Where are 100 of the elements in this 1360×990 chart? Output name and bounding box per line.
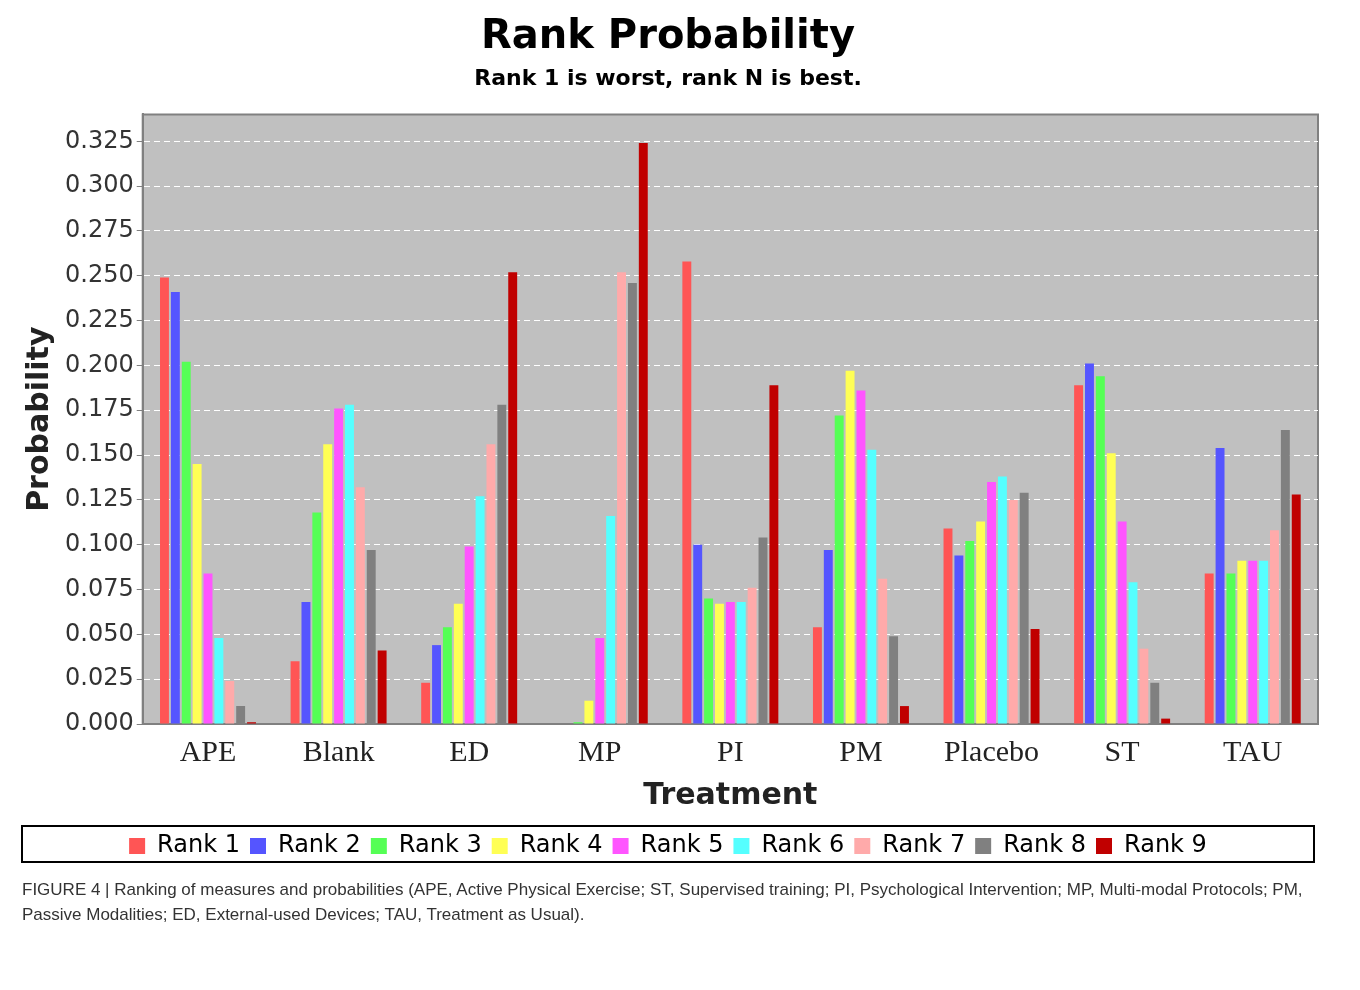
bar bbox=[965, 541, 975, 724]
x-tick-label: MP bbox=[578, 733, 622, 767]
bar bbox=[769, 385, 779, 724]
legend-label: Rank 1 bbox=[157, 830, 240, 859]
legend-label: Rank 9 bbox=[1124, 830, 1207, 859]
legend-label: Rank 3 bbox=[398, 830, 482, 859]
bar bbox=[1226, 573, 1236, 724]
bar bbox=[1030, 628, 1040, 724]
bar bbox=[1204, 573, 1214, 724]
y-tick-label: 0.050 bbox=[64, 618, 134, 647]
x-tick-label: ST bbox=[1104, 733, 1140, 767]
bar bbox=[1117, 521, 1127, 724]
bar bbox=[1128, 582, 1138, 724]
caption: FIGURE 4 | Ranking of measures and probabilities (APE, Active Physical Exercise; ST, Supervised training; PI, Psychological Intervention; MP, Multi-modal Protocols; PM, Passive Modalities; ED, External-used Devices; TAU, Treatment as Usual). bbox=[21, 879, 1304, 926]
legend-label: Rank 7 bbox=[882, 830, 966, 859]
x-tick-label: APE bbox=[179, 733, 237, 767]
bar bbox=[606, 516, 616, 724]
x-tick-label: TAU bbox=[1223, 733, 1283, 767]
y-tick-label: 0.250 bbox=[64, 260, 134, 288]
bar bbox=[682, 261, 692, 724]
bar bbox=[834, 415, 844, 724]
bar bbox=[725, 602, 735, 724]
y-tick-label: 0.125 bbox=[64, 484, 134, 513]
bar bbox=[508, 272, 518, 724]
bar bbox=[943, 528, 953, 724]
y-tick-label: 0.225 bbox=[64, 304, 134, 333]
bar bbox=[355, 487, 365, 724]
y-tick-label: 0.100 bbox=[64, 528, 134, 557]
bar bbox=[867, 449, 877, 724]
bar bbox=[638, 143, 648, 724]
bar bbox=[192, 464, 202, 724]
x-tick-label: PI bbox=[717, 733, 744, 767]
bar bbox=[1074, 385, 1084, 724]
bar bbox=[170, 291, 180, 724]
legend-label: Rank 8 bbox=[1003, 830, 1087, 859]
y-tick-label: 0.300 bbox=[64, 170, 134, 199]
legend-label: Rank 2 bbox=[277, 830, 361, 859]
bar bbox=[1215, 447, 1225, 724]
bar bbox=[301, 602, 311, 724]
bar bbox=[856, 390, 866, 724]
bar bbox=[1291, 494, 1301, 724]
bar bbox=[214, 637, 224, 724]
legend-label: Rank 5 bbox=[640, 830, 724, 859]
bar bbox=[823, 550, 833, 724]
x-tick-label: ED bbox=[449, 733, 490, 767]
bar bbox=[160, 277, 169, 724]
bar bbox=[736, 602, 746, 724]
y-tick-label: 0.200 bbox=[64, 349, 134, 378]
chart-subtitle: Rank 1 is worst, rank N is best. bbox=[474, 64, 862, 90]
bar bbox=[584, 700, 594, 724]
y-tick-label: 0.275 bbox=[64, 215, 134, 244]
y-tick-label: 0.025 bbox=[64, 663, 134, 692]
bar bbox=[747, 587, 757, 724]
chart-title: Rank Probability bbox=[481, 11, 855, 58]
bar bbox=[323, 444, 333, 724]
bar bbox=[954, 555, 964, 724]
x-tick-label: Placebo bbox=[944, 733, 1040, 767]
bar bbox=[453, 603, 463, 724]
bar bbox=[1270, 530, 1279, 724]
bar bbox=[312, 512, 322, 724]
bar bbox=[1008, 499, 1018, 724]
bar bbox=[181, 361, 191, 724]
bar bbox=[334, 408, 344, 724]
y-tick-label: 0.000 bbox=[64, 708, 134, 737]
y-tick-label: 0.175 bbox=[64, 394, 134, 423]
legend-label: Rank 4 bbox=[519, 830, 603, 859]
bar bbox=[878, 578, 888, 724]
bar bbox=[345, 404, 354, 724]
legend-label: Rank 6 bbox=[761, 830, 845, 859]
bar bbox=[987, 481, 996, 724]
bar bbox=[1248, 560, 1258, 724]
bar bbox=[997, 476, 1007, 724]
bar bbox=[486, 444, 496, 724]
y-tick-label: 0.325 bbox=[64, 125, 134, 154]
bar bbox=[812, 627, 822, 724]
bar bbox=[845, 370, 855, 724]
bar bbox=[377, 650, 387, 724]
bar bbox=[432, 645, 441, 724]
bar bbox=[704, 598, 714, 724]
bar bbox=[693, 544, 703, 724]
bar bbox=[595, 637, 605, 724]
bar bbox=[1085, 363, 1094, 724]
y-axis-title: Probability bbox=[19, 326, 55, 512]
x-tick-label: PM bbox=[839, 733, 883, 767]
bar bbox=[1259, 560, 1269, 724]
bar bbox=[421, 682, 431, 724]
bar bbox=[1106, 453, 1116, 724]
bar bbox=[1139, 648, 1149, 724]
x-axis-title: Treatment bbox=[643, 775, 818, 811]
bar bbox=[442, 627, 452, 724]
x-tick-label: Blank bbox=[302, 733, 375, 767]
bar bbox=[900, 706, 909, 724]
bar bbox=[1237, 560, 1247, 724]
bar bbox=[1161, 718, 1171, 724]
bar bbox=[290, 661, 300, 724]
bar bbox=[475, 496, 485, 724]
bar bbox=[715, 603, 724, 724]
bar bbox=[1095, 376, 1105, 724]
bar bbox=[976, 521, 986, 724]
y-tick-label: 0.075 bbox=[64, 573, 134, 602]
